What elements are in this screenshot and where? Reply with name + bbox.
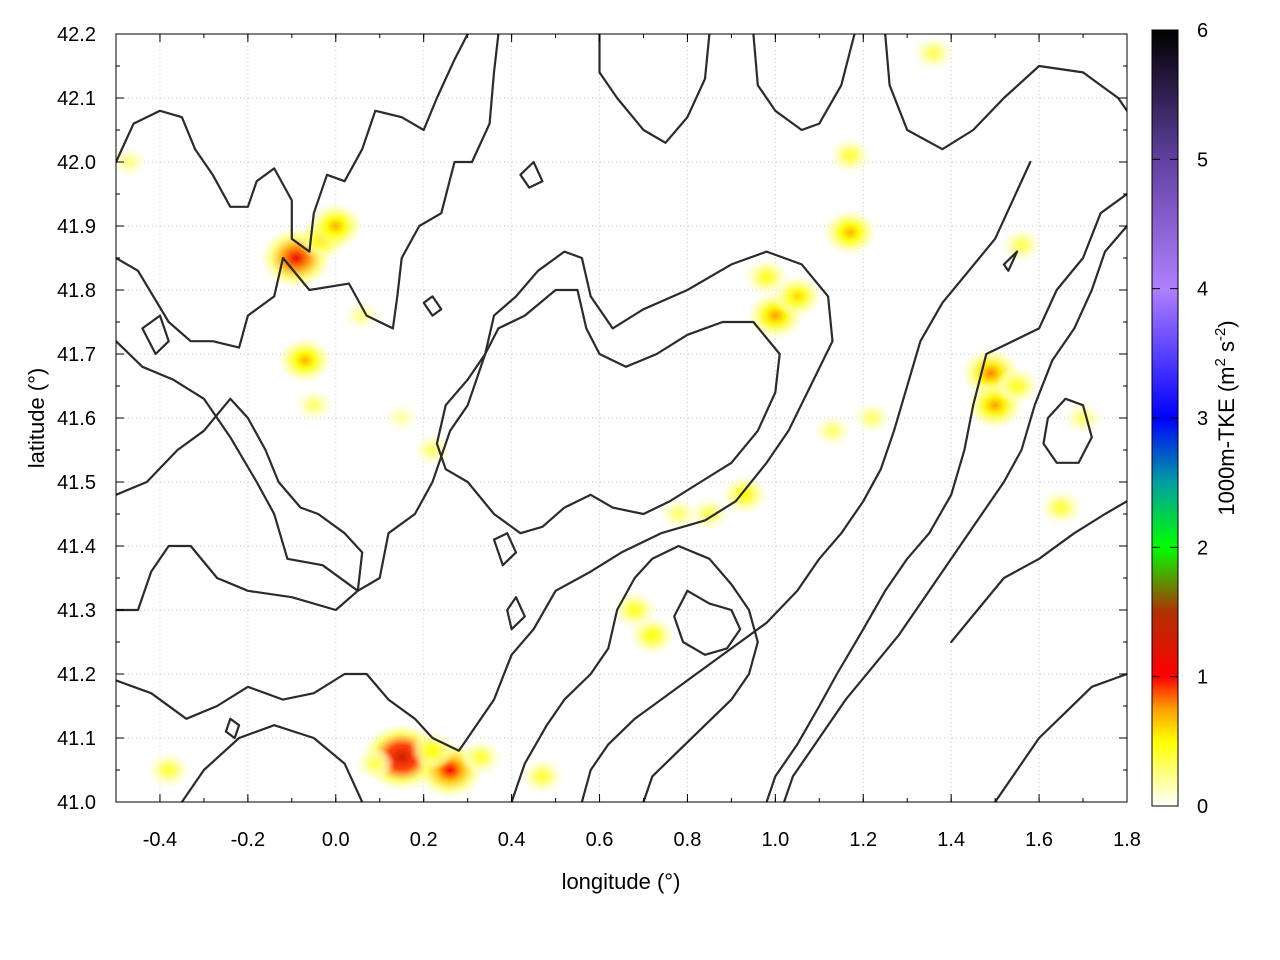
x-tick-label: 0.2: [410, 829, 438, 851]
y-tick-label: 41.3: [57, 600, 96, 622]
tke-hotspot: [813, 414, 852, 447]
tke-hotspot: [1001, 228, 1042, 262]
tke-hotspot: [277, 337, 333, 384]
terrain-contour: [422, 295, 443, 317]
tke-hotspot: [308, 202, 364, 250]
x-tick-label: 1.2: [849, 829, 877, 851]
terrain-contour: [116, 250, 834, 752]
y-tick-label: 41.6: [57, 408, 96, 430]
terrain-contour: [506, 596, 526, 631]
x-tick-label: 0.6: [586, 829, 614, 851]
tke-hotspot: [295, 389, 333, 422]
terrain-contour: [1002, 250, 1019, 272]
y-tick-label: 42.0: [57, 152, 96, 174]
tke-hotspot: [822, 209, 878, 256]
y-tick-label: 41.9: [57, 216, 96, 238]
tke-hotspot: [1040, 489, 1082, 526]
tke-hotspot: [413, 434, 452, 466]
terrain-contour: [765, 192, 1127, 802]
terrain-contours: [116, 34, 1127, 802]
x-tick-label: 0.0: [322, 829, 350, 851]
y-tick-label: 41.2: [57, 664, 96, 686]
colorbar-axis: 0 1 2 3 4 5 6: [1152, 20, 1208, 818]
tke-hotspot: [721, 475, 768, 515]
y-tick-label: 41.8: [57, 280, 96, 302]
terrain-contour: [116, 34, 500, 349]
terrain-contour: [141, 314, 170, 356]
terrain-contour: [519, 160, 544, 189]
terrain-contour: [116, 34, 469, 253]
terrain-contour: [950, 500, 1127, 644]
terrain-contour: [783, 224, 1127, 802]
tke-hotspot: [460, 739, 502, 775]
colorbar-tick-label: 2: [1197, 537, 1208, 559]
x-tick-label: 1.6: [1025, 829, 1053, 851]
terrain-contour: [116, 397, 364, 612]
y-tick-label: 41.7: [57, 344, 96, 366]
colorbar-tick-label: 3: [1197, 408, 1208, 430]
terrain-contour: [1042, 397, 1093, 464]
tke-hotspot: [744, 258, 789, 296]
tke-hotspot: [629, 616, 676, 656]
y-tick-label: 42.1: [57, 88, 96, 110]
terrain-contour: [994, 672, 1127, 802]
tke-hotspot: [995, 367, 1040, 405]
y-tick-label: 41.4: [57, 536, 96, 558]
tke-hotspot: [853, 402, 891, 434]
terrain-contour: [580, 160, 1032, 802]
terrain-contour: [752, 34, 856, 132]
tke-hotspot: [147, 752, 190, 788]
tke-hotspot: [385, 404, 419, 432]
y-tick-label: 41.5: [57, 472, 96, 494]
colorbar-tick-label: 5: [1197, 149, 1208, 171]
colorbar-title: 1000m-TKE (m2 s-2): [1212, 320, 1239, 515]
x-axis-title: longitude (°): [562, 869, 681, 894]
colorbar-tick-label: 1: [1197, 667, 1208, 689]
tke-hotspot: [1064, 402, 1102, 434]
colorbar-tick-label: 0: [1197, 796, 1208, 818]
colorbar-tick-label: 4: [1197, 279, 1208, 301]
x-tick-label: 1.0: [761, 829, 789, 851]
tke-hotspot: [409, 731, 456, 771]
y-tick-label: 42.2: [57, 24, 96, 46]
terrain-contour: [180, 724, 364, 802]
tke-hotspot: [913, 36, 954, 70]
y-tick-label: 41.1: [57, 728, 96, 750]
axes: -0.4 -0.2 0.0 0.2 0.4 0.6 0.8 1.0 1.2 1.4 1.6 1.8 41…: [57, 24, 1141, 851]
y-tick-label: 41.0: [57, 792, 96, 814]
tke-field: [116, 36, 1102, 799]
terrain-contour: [224, 717, 241, 740]
terrain-contour: [492, 532, 518, 567]
terrain-contour: [598, 34, 711, 144]
tke-hotspot: [116, 147, 147, 177]
x-tick-label: 0.4: [498, 829, 526, 851]
tke-hotspot: [521, 758, 564, 795]
tke-hotspot: [660, 498, 698, 530]
x-tick-label: 1.4: [937, 829, 965, 851]
tke-hotspot: [355, 746, 396, 781]
y-axis-title: latitude (°): [24, 368, 49, 469]
terrain-contour: [884, 34, 1127, 151]
tke-hotspot: [829, 137, 871, 174]
terrain-contour: [510, 544, 759, 802]
x-tick-label: 1.8: [1113, 829, 1141, 851]
tke-hotspot: [344, 300, 380, 331]
x-tick-label: 0.8: [674, 829, 702, 851]
terrain-contour: [673, 589, 742, 656]
terrain-contour: [435, 288, 781, 535]
colorbar-tick-label: 6: [1197, 20, 1208, 42]
x-tick-label: -0.2: [231, 829, 265, 851]
x-tick-label: -0.4: [143, 829, 177, 851]
